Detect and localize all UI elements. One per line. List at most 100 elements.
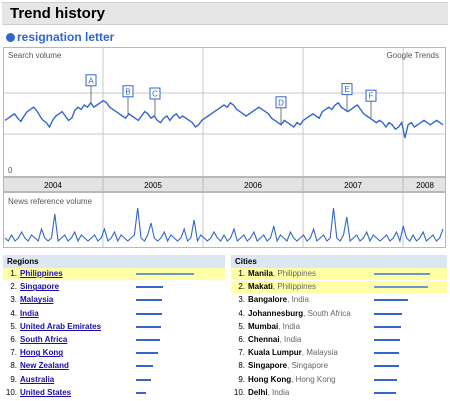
city-row[interactable]: 1. Manila, Philippines [231,268,447,280]
city-row[interactable]: 9. Hong Kong, Hong Kong [231,374,447,386]
search-volume-frame [3,47,446,177]
news-volume-label: News reference volume [8,197,93,206]
region-row[interactable]: 10. United States [3,387,225,399]
city-country: , Malaysia [301,348,338,358]
region-link[interactable]: Australia [20,374,55,384]
marker-e[interactable] [341,83,353,96]
trend-history-header: Trend history [2,2,448,25]
rank-number: 8. [10,361,17,371]
year-label: 2007 [344,181,362,190]
marker-d[interactable] [275,96,287,109]
volume-bar [374,391,396,394]
query-legend[interactable]: resignation letter [6,30,114,44]
city-row[interactable]: 7. Kuala Lumpur, Malaysia [231,347,447,359]
marker-letter: F [369,92,374,101]
volume-bar [136,299,162,302]
rank-number: 2. [238,282,245,292]
volume-bar [136,339,160,341]
google-trends-label: Google Trends [387,51,439,60]
city-country: , India [287,295,309,305]
region-row[interactable]: 8. New Zealand [3,360,225,372]
region-row[interactable]: 7. Hong Kong [3,347,225,359]
year-axis: 2004 2005 2006 2007 2008 [44,178,434,191]
rank-number: 8. [238,361,245,371]
city-name: Delhi [248,387,268,397]
region-link[interactable]: New Zealand [20,361,69,371]
rank-number: 7. [238,348,245,358]
page-title: Trend history [10,5,106,22]
city-name: Kuala Lumpur [248,348,302,358]
cities-header: Cities [231,255,447,268]
city-name: Hong Kong [248,374,292,384]
volume-bar [136,312,162,315]
city-row[interactable]: 3. Bangalore, India [231,294,447,306]
city-country: , Hong Kong [291,374,336,384]
marker-c[interactable] [149,87,161,100]
city-country: , Philippines [272,282,317,292]
rank-number: 3. [10,295,17,305]
region-row[interactable]: 3. Malaysia [3,294,225,306]
year-axis-band [3,177,446,192]
region-row[interactable]: 9. Australia [3,374,225,386]
city-country: , India [267,387,290,397]
rank-number: 3. [238,295,245,305]
city-name: Makati [248,282,273,292]
rank-number: 9. [238,374,245,384]
volume-bar [136,286,163,289]
volume-bar [136,391,146,394]
marker-letter: C [152,90,158,99]
city-row[interactable]: 4. Johannesburg, South Africa [231,308,447,320]
region-link[interactable]: Hong Kong [20,348,64,358]
city-row[interactable]: 6. Chennai, India [231,334,447,346]
trends-charts: Search volume Google Trends 0 A B C D E F 200… [3,47,446,248]
city-row[interactable]: 10. Delhi, India [231,387,447,399]
city-row[interactable]: 8. Singapore, Singapore [231,360,447,372]
city-country: , South Africa [303,308,351,318]
news-volume-grid [102,193,404,247]
region-link[interactable]: India [20,308,39,318]
region-link[interactable]: Singapore [20,282,60,292]
region-link[interactable]: Malaysia [20,295,54,305]
rank-number: 2. [10,282,17,292]
region-link[interactable]: United Arab Emirates [20,321,102,331]
news-volume-line [4,207,444,243]
volume-bar [374,365,399,368]
city-country: , India [279,335,302,344]
y-tick-zero: 0 [8,166,13,175]
region-link[interactable]: Philippines [20,269,63,278]
region-row[interactable]: 2. Singapore [3,281,225,293]
region-row[interactable]: 5. United Arab Emirates [3,321,225,333]
rank-number: 4. [10,308,17,318]
marker-b[interactable] [122,85,134,98]
marker-letter: E [344,85,349,94]
city-row[interactable]: 2. Makati, Philippines [231,281,447,294]
volume-bar [136,365,153,368]
volume-bar [374,299,408,302]
region-link[interactable]: United States [20,387,72,397]
region-row[interactable]: 1. Philippines [3,268,225,280]
search-volume-label: Search volume [8,51,62,60]
marker-f[interactable] [365,89,377,102]
rank-number: 10. [233,387,245,397]
rank-number: 6. [10,335,17,344]
rank-number: 6. [238,335,245,344]
marker-a[interactable] [85,74,97,87]
city-country: , Philippines [272,269,317,278]
rank-number: 4. [238,308,245,318]
volume-bar [374,378,397,381]
marker-letter: D [278,98,284,107]
region-row[interactable]: 6. South Africa [3,334,225,346]
city-row[interactable]: 5. Mumbai, India [231,321,447,333]
rank-number: 10. [5,387,17,397]
rank-number: 1. [238,269,245,278]
region-row[interactable]: 4. India [3,308,225,320]
city-name: Bangalore [248,295,288,305]
marker-letter: B [125,87,130,96]
rank-number: 1. [10,269,17,278]
region-link[interactable]: South Africa [20,335,68,344]
year-label: 2006 [244,181,262,190]
regions-header: Regions [3,255,225,268]
city-country: , Singapore [287,361,329,371]
volume-bar [374,339,400,341]
query-term: resignation letter [17,30,115,44]
